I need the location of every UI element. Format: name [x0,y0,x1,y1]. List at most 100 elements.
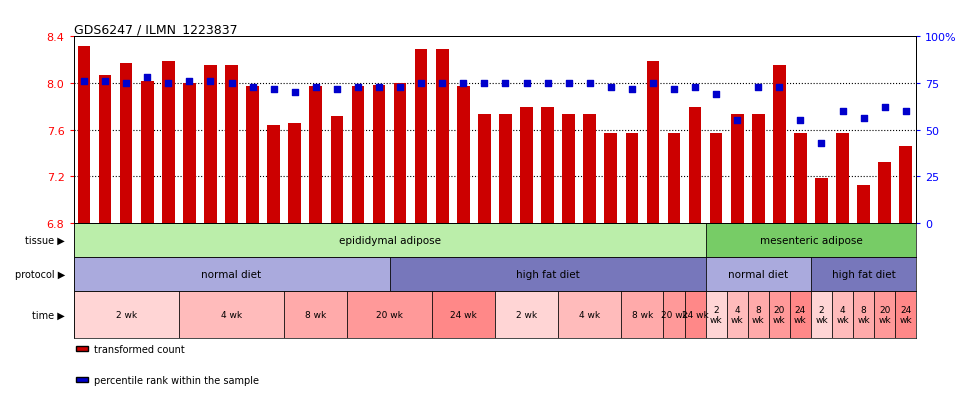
Bar [141,81,154,223]
Point [898,108,913,115]
Point [266,86,281,93]
FancyBboxPatch shape [390,257,706,291]
Point [709,92,724,98]
Text: normal diet: normal diet [202,269,262,279]
FancyBboxPatch shape [706,257,811,291]
Bar [878,163,891,223]
Text: 20
wk: 20 wk [878,305,891,325]
Point [181,78,197,85]
Bar [815,178,828,223]
Point [729,118,745,124]
Text: percentile rank within the sample: percentile rank within the sample [94,375,259,385]
Bar [436,50,449,223]
Point [540,81,556,87]
Point [751,84,766,91]
Text: 4 wk: 4 wk [579,311,601,319]
Text: 24 wk: 24 wk [682,311,709,319]
FancyBboxPatch shape [432,291,495,339]
Bar [499,115,512,223]
Bar [99,76,112,223]
Point [498,81,514,87]
Bar [647,62,660,223]
Bar [710,134,722,223]
FancyBboxPatch shape [748,291,769,339]
Point [161,81,176,87]
Point [476,81,492,87]
Text: 8
wk: 8 wk [858,305,870,325]
Text: time ▶: time ▶ [32,310,65,320]
Bar [352,87,365,223]
Bar [330,116,343,223]
Point [414,81,429,87]
FancyBboxPatch shape [706,291,727,339]
Text: 20 wk: 20 wk [376,311,403,319]
Text: 4
wk: 4 wk [731,305,744,325]
Bar [394,84,407,223]
Point [771,84,787,91]
Bar [794,134,807,223]
Bar [225,66,238,223]
FancyBboxPatch shape [74,223,706,257]
Point [813,140,829,147]
FancyBboxPatch shape [727,291,748,339]
Bar [288,123,301,223]
Bar [162,62,174,223]
Text: mesenteric adipose: mesenteric adipose [760,235,862,245]
FancyBboxPatch shape [685,291,706,339]
Bar [625,134,638,223]
FancyBboxPatch shape [790,291,811,339]
Bar [563,115,575,223]
Text: 24
wk: 24 wk [900,305,912,325]
Point [392,84,408,91]
Text: normal diet: normal diet [728,269,788,279]
Point [518,81,534,87]
Bar [372,86,385,223]
Point [793,118,808,124]
Point [139,75,155,81]
Point [97,78,113,85]
Bar [541,108,554,223]
Point [856,116,871,122]
Point [308,84,323,91]
Bar [246,87,259,223]
Text: 20
wk: 20 wk [773,305,786,325]
Bar [583,115,596,223]
Text: 20 wk: 20 wk [661,311,687,319]
Bar [310,87,322,223]
FancyBboxPatch shape [706,223,916,257]
Bar [77,47,90,223]
Bar [689,108,702,223]
Bar [752,115,764,223]
Text: 8 wk: 8 wk [305,311,326,319]
Point [434,81,450,87]
Text: GDS6247 / ILMN_1223837: GDS6247 / ILMN_1223837 [74,23,237,36]
Text: 8 wk: 8 wk [632,311,653,319]
FancyBboxPatch shape [495,291,559,339]
Point [76,78,92,85]
Point [119,81,134,87]
Bar [605,134,617,223]
Text: 2 wk: 2 wk [515,311,537,319]
Text: 8
wk: 8 wk [752,305,764,325]
Text: epididymal adipose: epididymal adipose [338,235,441,245]
Text: transformed count: transformed count [94,344,185,354]
FancyBboxPatch shape [832,291,854,339]
Point [203,78,219,85]
Bar [773,66,786,223]
Text: 2
wk: 2 wk [710,305,722,325]
Text: 4
wk: 4 wk [836,305,849,325]
Text: high fat diet: high fat diet [515,269,579,279]
Bar [183,84,196,223]
Bar [900,147,912,223]
Bar [120,64,132,223]
Point [350,84,366,91]
Point [456,81,471,87]
FancyBboxPatch shape [559,291,621,339]
FancyBboxPatch shape [769,291,790,339]
Bar [457,87,469,223]
Point [371,84,387,91]
FancyBboxPatch shape [811,257,916,291]
Bar [858,185,870,223]
Point [835,108,851,115]
Point [603,84,618,91]
